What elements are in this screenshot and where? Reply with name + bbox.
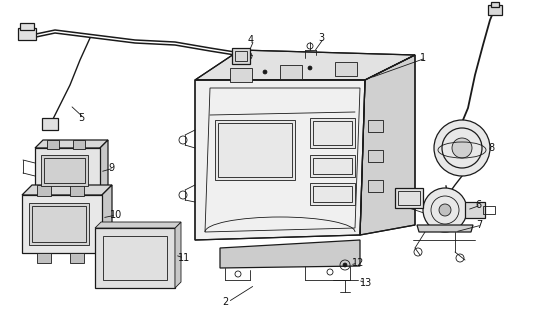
Circle shape bbox=[308, 66, 312, 70]
Text: 9: 9 bbox=[108, 163, 114, 173]
Text: 8: 8 bbox=[488, 143, 494, 153]
Text: 10: 10 bbox=[110, 210, 122, 220]
Bar bbox=[310, 155, 355, 177]
Bar bbox=[488, 5, 502, 15]
Text: 13: 13 bbox=[360, 278, 372, 288]
Bar bbox=[313, 186, 352, 202]
Bar bbox=[95, 228, 175, 288]
Bar bbox=[368, 120, 383, 132]
Bar bbox=[215, 120, 295, 180]
Bar bbox=[35, 148, 100, 193]
Circle shape bbox=[263, 70, 267, 74]
Text: 2: 2 bbox=[222, 297, 228, 307]
Circle shape bbox=[343, 263, 347, 267]
Bar bbox=[335, 62, 357, 76]
Text: 1: 1 bbox=[420, 53, 426, 63]
Polygon shape bbox=[175, 222, 181, 288]
Text: 5: 5 bbox=[78, 113, 84, 123]
Bar bbox=[230, 68, 252, 82]
Bar bbox=[368, 150, 383, 162]
Polygon shape bbox=[95, 222, 181, 228]
Bar bbox=[310, 118, 355, 148]
Bar bbox=[310, 183, 355, 205]
Polygon shape bbox=[195, 50, 415, 80]
Circle shape bbox=[423, 188, 467, 232]
Bar bbox=[232, 48, 250, 64]
Bar bbox=[483, 206, 495, 214]
Bar bbox=[465, 202, 485, 218]
Bar bbox=[32, 206, 86, 242]
Circle shape bbox=[452, 138, 472, 158]
Circle shape bbox=[434, 120, 490, 176]
Bar bbox=[313, 158, 352, 174]
Bar bbox=[37, 185, 51, 196]
Bar bbox=[218, 123, 292, 177]
Bar bbox=[70, 185, 84, 196]
Polygon shape bbox=[102, 185, 112, 253]
Text: 6: 6 bbox=[475, 200, 481, 210]
Bar bbox=[395, 188, 423, 208]
Bar bbox=[22, 195, 102, 253]
Polygon shape bbox=[22, 185, 112, 195]
Bar bbox=[70, 253, 84, 263]
Polygon shape bbox=[417, 225, 473, 232]
Bar bbox=[44, 158, 85, 183]
Polygon shape bbox=[35, 140, 108, 148]
Polygon shape bbox=[220, 240, 360, 268]
Bar bbox=[103, 236, 167, 280]
Polygon shape bbox=[195, 80, 365, 240]
Bar bbox=[42, 118, 58, 130]
Polygon shape bbox=[360, 55, 415, 235]
Bar bbox=[398, 191, 420, 205]
Text: 7: 7 bbox=[476, 220, 482, 230]
Bar bbox=[41, 155, 88, 186]
Bar bbox=[18, 28, 36, 40]
Bar bbox=[20, 23, 34, 30]
Bar bbox=[368, 180, 383, 192]
Bar bbox=[73, 140, 85, 149]
Bar bbox=[280, 65, 302, 79]
Bar bbox=[235, 51, 247, 61]
Bar bbox=[37, 253, 51, 263]
Circle shape bbox=[439, 204, 451, 216]
Text: 12: 12 bbox=[352, 258, 364, 268]
Bar bbox=[491, 2, 499, 7]
Text: 3: 3 bbox=[318, 33, 324, 43]
Text: 4: 4 bbox=[248, 35, 254, 45]
Bar bbox=[313, 121, 352, 145]
Polygon shape bbox=[100, 140, 108, 193]
Text: 11: 11 bbox=[178, 253, 190, 263]
Bar bbox=[47, 193, 59, 202]
Bar bbox=[47, 140, 59, 149]
Bar bbox=[29, 203, 89, 245]
Bar bbox=[73, 193, 85, 202]
